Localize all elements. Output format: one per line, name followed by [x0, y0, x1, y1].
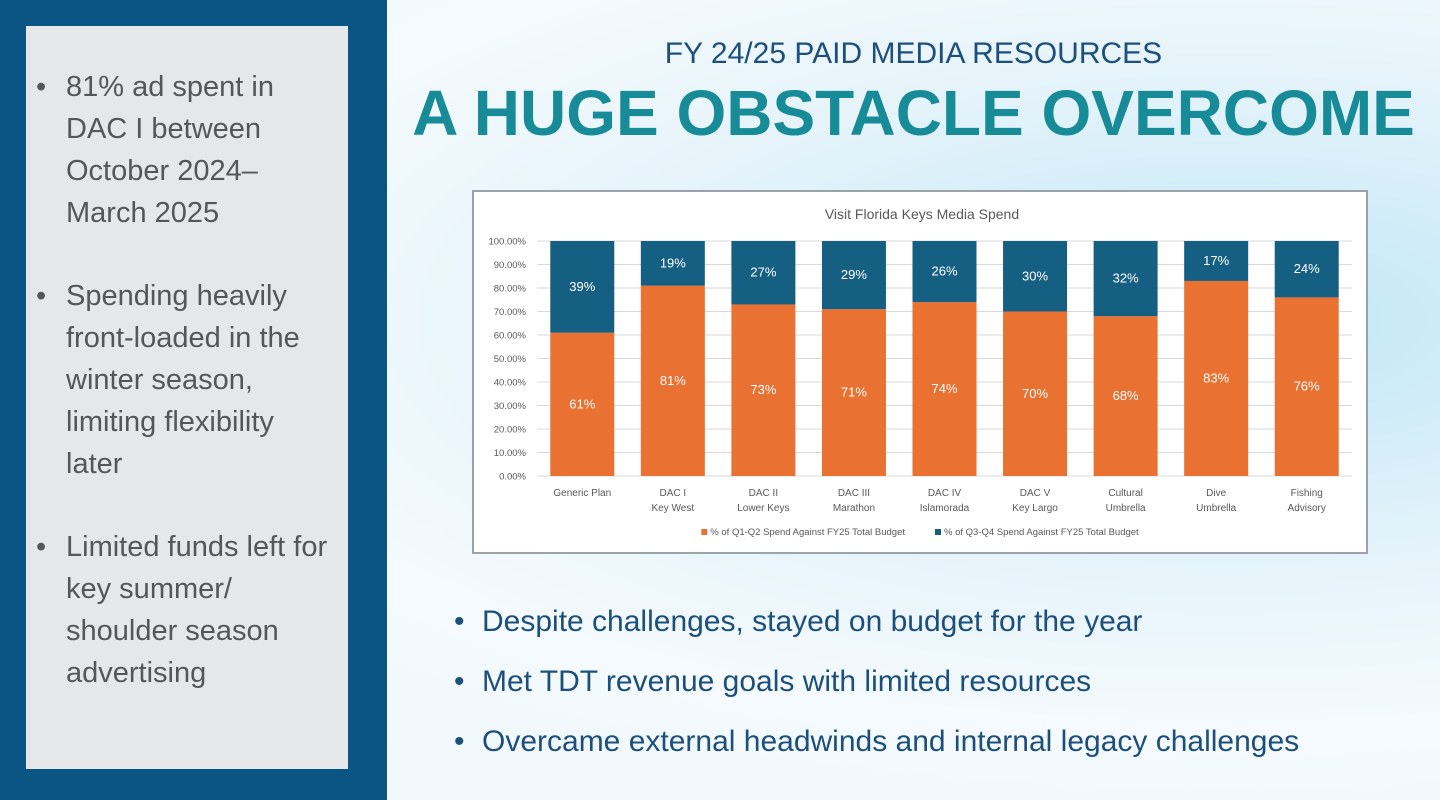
y-tick-label: 30.00%: [494, 401, 527, 412]
summary-bullet: Overcame external headwinds and internal…: [454, 712, 1299, 772]
bar-segment: [731, 304, 796, 476]
chart-svg: Visit Florida Keys Media Spend 0.00% 10.00…: [488, 206, 1352, 538]
bar-segment: [1184, 241, 1249, 281]
y-tick-label: 10.00%: [494, 448, 527, 459]
data-label: 39%: [569, 279, 595, 294]
left-notes-box: 81% ad spent in DAC I between October 20…: [26, 26, 348, 769]
legend-swatch: [935, 529, 941, 535]
bar-segment: [550, 241, 615, 333]
bar-segment: [550, 332, 615, 476]
y-tick-label: 80.00%: [494, 284, 527, 295]
legend-label: % of Q1-Q2 Spend Against FY25 Total Budg…: [710, 527, 905, 538]
data-label: 29%: [841, 267, 867, 282]
x-tick-label: Cultural: [1108, 488, 1142, 499]
bar-segment: [1003, 311, 1068, 476]
x-tick-label: DAC III: [838, 488, 870, 499]
bar-segment: [912, 302, 977, 476]
slide-title: A HUGE OBSTACLE OVERCOME: [412, 77, 1415, 149]
legend-label: % of Q3-Q4 Spend Against FY25 Total Budg…: [944, 527, 1139, 538]
x-tick-label: DAC II: [749, 488, 778, 499]
data-label: 17%: [1203, 253, 1229, 268]
y-tick-label: 70.00%: [494, 307, 527, 318]
left-sidebar: 81% ad spent in DAC I between October 20…: [0, 0, 387, 800]
bar-segment: [640, 241, 705, 286]
x-tick-label: DAC I: [659, 488, 686, 499]
x-tick-label: DAC V: [1020, 488, 1051, 499]
bar-segment: [1093, 316, 1158, 476]
bar-segment: [1093, 241, 1158, 317]
bar-segment: [1003, 241, 1068, 312]
x-tick-label: Lower Keys: [737, 503, 789, 514]
slide-subtitle: FY 24/25 PAID MEDIA RESOURCES: [664, 37, 1163, 70]
x-tick-label: Fishing: [1291, 488, 1323, 499]
y-tick-label: 100.00%: [488, 237, 526, 248]
x-tick-label: Advisory: [1288, 503, 1326, 514]
bar-segment: [640, 285, 705, 476]
bar-segment: [912, 241, 977, 303]
data-label: 32%: [1113, 271, 1139, 286]
bar-segment: [1274, 241, 1339, 298]
x-tick-label: Key Largo: [1012, 503, 1058, 514]
data-label: 30%: [1022, 268, 1048, 283]
data-label: 74%: [931, 381, 957, 396]
data-label: 27%: [750, 265, 776, 280]
data-label: 83%: [1203, 370, 1229, 385]
data-label: 70%: [1022, 386, 1048, 401]
y-tick-label: 90.00%: [494, 260, 527, 271]
data-label: 81%: [660, 373, 686, 388]
chart-title: Visit Florida Keys Media Spend: [825, 206, 1019, 222]
data-label: 76%: [1294, 379, 1320, 394]
media-spend-chart: Visit Florida Keys Media Spend 0.00% 10.00…: [472, 190, 1368, 554]
x-tick-label: DAC IV: [928, 488, 962, 499]
bar-segment: [821, 241, 886, 310]
x-tick-label: Islamorada: [920, 503, 970, 514]
data-label: 68%: [1113, 388, 1139, 403]
data-label: 61%: [569, 396, 595, 411]
y-tick-label: 60.00%: [494, 331, 527, 342]
data-label: 26%: [931, 264, 957, 279]
x-tick-label: Marathon: [833, 503, 875, 514]
data-label: 73%: [750, 382, 776, 397]
y-tick-label: 50.00%: [494, 354, 527, 365]
data-label: 71%: [841, 385, 867, 400]
x-tick-label: Umbrella: [1196, 503, 1236, 514]
bar-segment: [821, 309, 886, 476]
summary-bullet: Met TDT revenue goals with limited resou…: [454, 652, 1299, 712]
left-bullet: Spending heavily front-loaded in the win…: [36, 275, 338, 485]
y-tick-label: 20.00%: [494, 425, 527, 436]
bar-segment: [731, 241, 796, 305]
bar-segment: [1274, 297, 1339, 476]
data-label: 24%: [1294, 261, 1320, 276]
summary-bullet: Despite challenges, stayed on budget for…: [454, 592, 1299, 652]
y-tick-label: 0.00%: [499, 472, 526, 483]
y-tick-label: 40.00%: [494, 378, 527, 389]
left-bullet: Limited funds left for key summer/ shoul…: [36, 526, 338, 694]
x-tick-label: Generic Plan: [553, 488, 611, 499]
bar-segment: [1184, 280, 1249, 476]
data-label: 19%: [660, 255, 686, 270]
legend-swatch: [701, 529, 708, 535]
x-tick-label: Umbrella: [1106, 503, 1146, 514]
summary-bullets: Despite challenges, stayed on budget for…: [454, 592, 1299, 772]
left-bullet: 81% ad spent in DAC I between October 20…: [36, 66, 338, 234]
x-tick-label: Key West: [652, 503, 695, 514]
x-tick-label: Dive: [1206, 488, 1226, 499]
